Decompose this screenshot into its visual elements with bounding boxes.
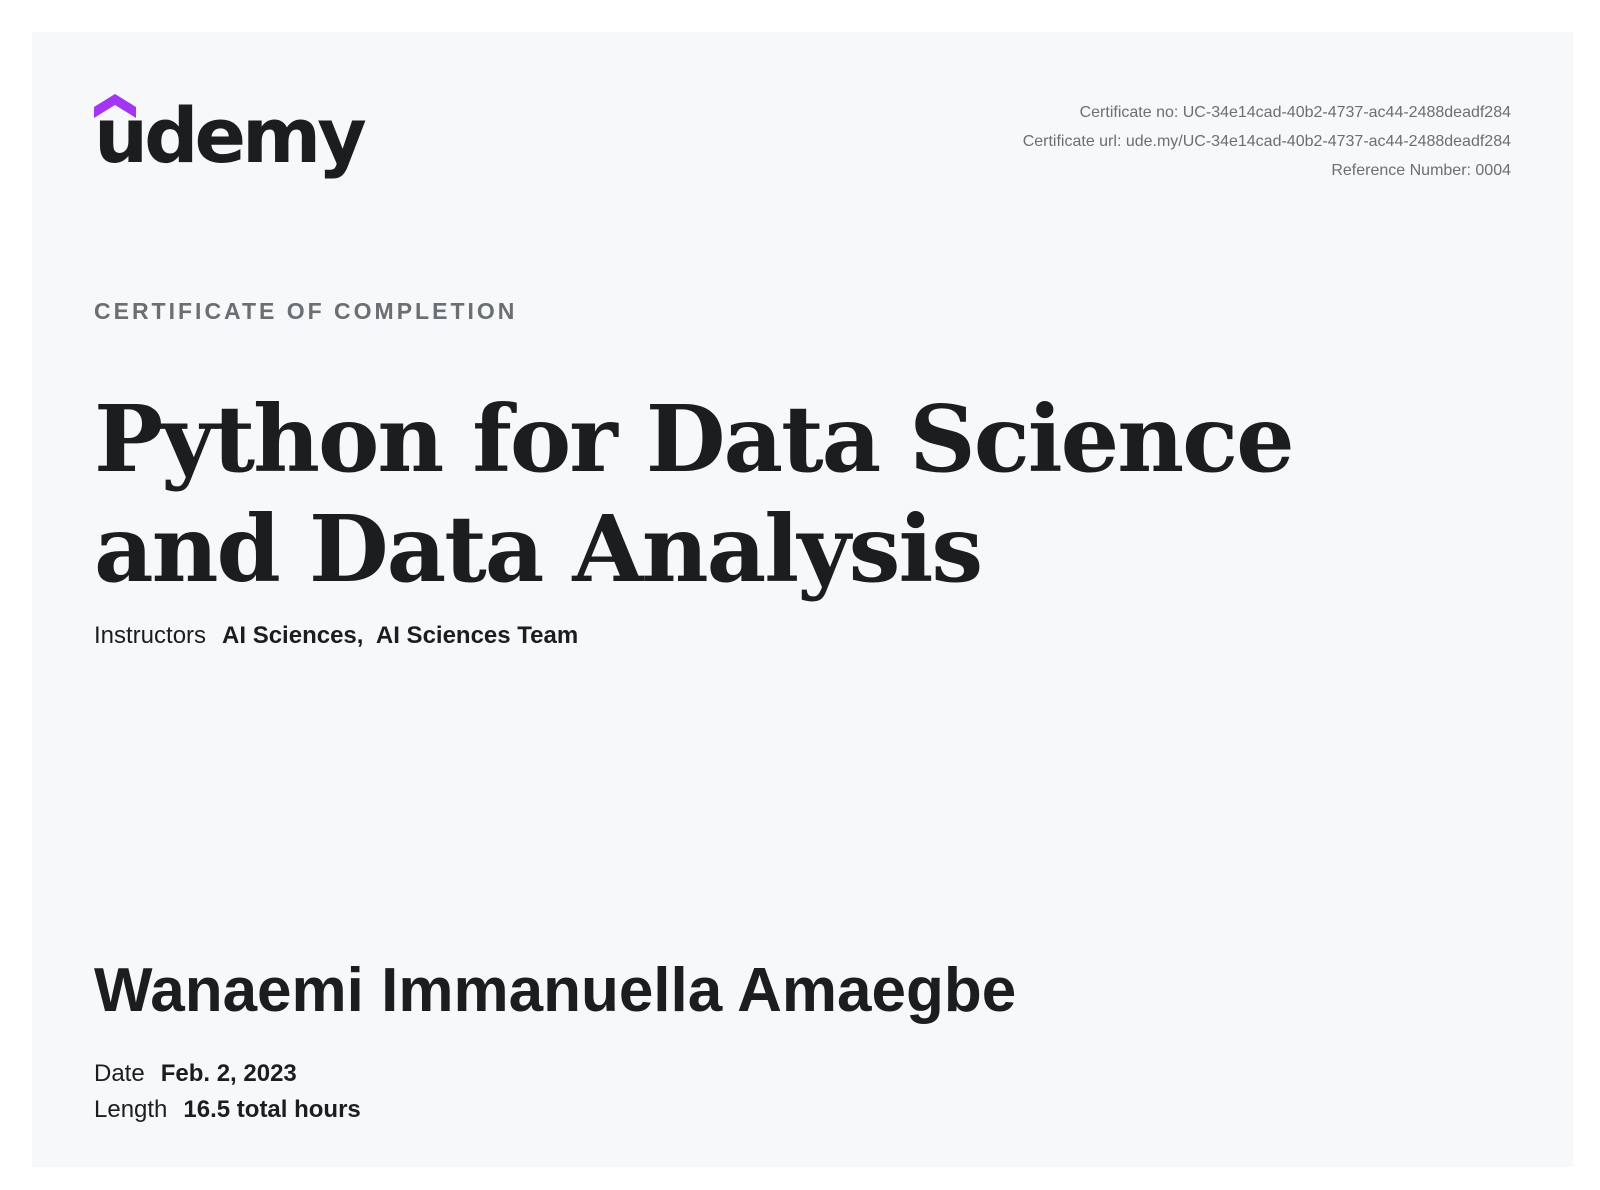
certificate-url[interactable]: Certificate url: ude.my/UC-34e14cad-40b2… <box>1022 133 1511 150</box>
instructors-label: Instructors <box>94 622 207 649</box>
graduation-cap-icon <box>94 94 136 118</box>
reference-number: Reference Number: 0004 <box>1331 162 1511 179</box>
instructors-value: AI Sciences, AI Sciences Team <box>222 622 579 649</box>
certificate-number: Certificate no: UC-34e14cad-40b2-4737-ac… <box>1079 104 1511 121</box>
instructors-row: Instructors AI Sciences, AI Sciences Team <box>94 622 578 650</box>
course-title: Python for Data Science and Data Analysi… <box>94 385 1295 603</box>
length-row: Length 16.5 total hours <box>94 1096 361 1124</box>
recipient-name: Wanaemi Immanuella Amaegbe <box>94 956 1017 1025</box>
date-label: Date <box>94 1060 145 1087</box>
certificate-kicker: CERTIFICATE OF COMPLETION <box>94 298 518 324</box>
certificate-meta: Certificate no: UC-34e14cad-40b2-4737-ac… <box>1023 98 1511 185</box>
date-row: Date Feb. 2, 2023 <box>94 1060 297 1088</box>
length-label: Length <box>94 1096 168 1123</box>
udemy-logo: udemy <box>94 94 367 194</box>
date-value: Feb. 2, 2023 <box>160 1060 297 1087</box>
logo-wordmark: udemy <box>94 91 367 180</box>
certificate-card: udemy Certificate no: UC-34e14cad-40b2-4… <box>32 32 1573 1167</box>
length-value: 16.5 total hours <box>183 1096 361 1123</box>
